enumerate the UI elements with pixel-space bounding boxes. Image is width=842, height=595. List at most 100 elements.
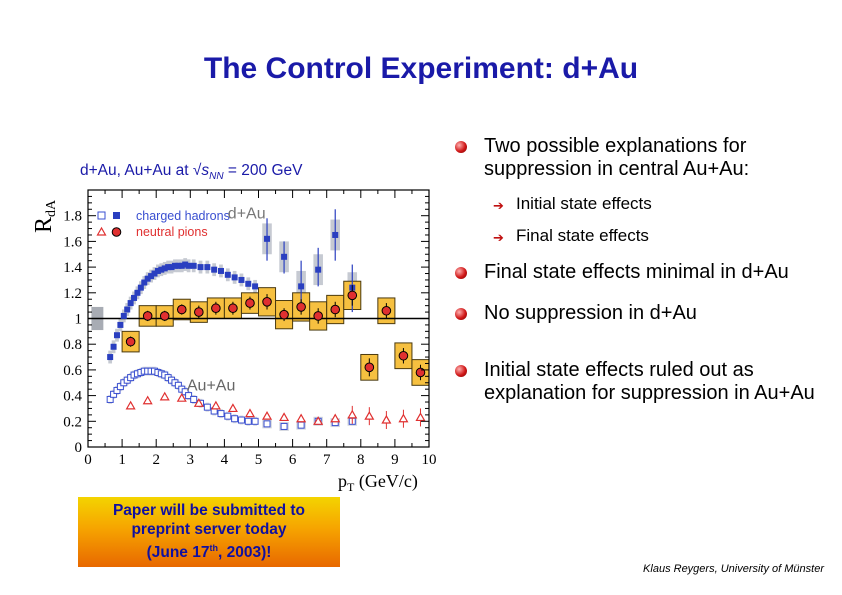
- hadron-point: [158, 266, 165, 273]
- hadron-point: [154, 267, 161, 274]
- auau-hadron-point: [263, 420, 271, 428]
- bullet-list: Two possible explanations for suppressio…: [455, 135, 835, 405]
- hadron-point: [124, 306, 131, 313]
- y-tick-label: 1.8: [63, 209, 82, 225]
- pion-point: [245, 298, 255, 308]
- y-tick-label: 0.6: [63, 363, 82, 379]
- auau-pion-point: [415, 412, 426, 422]
- hadron-point: [238, 276, 245, 283]
- bullet-text: Initial state effects ruled out as expla…: [484, 359, 815, 404]
- y-tick-label: 0.2: [63, 414, 82, 430]
- x-tick-label: 9: [391, 452, 399, 468]
- bullet-text: Final state effects minimal in d+Au: [484, 261, 789, 283]
- auau-hadron-point: [190, 395, 198, 403]
- announcement-box: Paper will be submitted to preprint serv…: [78, 497, 340, 567]
- bullet-item: No suppression in d+Au: [455, 302, 835, 325]
- bullet-item: Two possible explanations for suppressio…: [455, 135, 835, 181]
- legend-open-square: [97, 211, 106, 220]
- auau-hadron-point: [237, 416, 245, 424]
- bullet-dot-icon: [455, 267, 467, 279]
- x-tick-label: 7: [323, 452, 331, 468]
- legend-filled-circle: [111, 227, 122, 237]
- x-tick-label: 3: [187, 452, 195, 468]
- hadron-point: [264, 235, 271, 242]
- x-tick-label: 1: [118, 452, 126, 468]
- bullet-dot-icon: [455, 141, 467, 153]
- pion-point: [330, 304, 341, 315]
- y-axis-label: RdA: [31, 199, 59, 233]
- pion-point: [296, 302, 306, 312]
- bullet-item: Final state effects minimal in d+Au: [455, 261, 835, 284]
- hadron-point: [182, 261, 189, 268]
- subtitle-suffix: = 200 GeV: [223, 162, 303, 179]
- auau-pion-point: [364, 410, 375, 420]
- auau-hadron-point: [217, 410, 225, 418]
- auau-pion-point: [244, 408, 256, 418]
- bullet-text: Two possible explanations for suppressio…: [484, 135, 750, 180]
- hadron-point: [137, 284, 144, 291]
- hadron-point: [252, 283, 259, 290]
- hadron-point: [127, 300, 134, 307]
- auau-pion-point: [125, 400, 136, 410]
- bullet-dot-icon: [455, 365, 467, 377]
- auau-hadron-point: [280, 422, 288, 430]
- auau-pion-point: [381, 414, 392, 424]
- auau-hadron-point: [185, 392, 193, 400]
- x-tick-label: 6: [289, 452, 297, 468]
- pion-point: [262, 296, 272, 307]
- x-tick-label: 8: [357, 452, 365, 468]
- hadron-point: [245, 280, 252, 287]
- hadron-point: [110, 343, 117, 350]
- pion-point: [347, 290, 358, 301]
- legend-filled-square: [113, 212, 120, 219]
- x-axis-label: pT (GeV/c): [338, 471, 418, 494]
- pion-point: [194, 307, 204, 317]
- hadron-point: [120, 312, 127, 319]
- legend-label-pions: neutral pions: [136, 225, 208, 239]
- auau-pion-point: [296, 413, 307, 423]
- hadron-point: [197, 264, 204, 271]
- hadron-point: [217, 267, 224, 274]
- y-tick-label: 1.2: [63, 286, 82, 302]
- auau-hadron-point: [244, 417, 252, 425]
- auau-pion-point: [279, 412, 290, 422]
- auau-pion-point: [330, 413, 341, 423]
- slide-title: The Control Experiment: d+Au: [203, 52, 639, 85]
- sub-bullet-item: ➔ Final state effects: [455, 225, 835, 247]
- hadron-point: [231, 274, 238, 281]
- hadron-point: [141, 279, 148, 286]
- arrow-icon: ➔: [493, 198, 504, 213]
- hadron-point: [185, 262, 192, 269]
- auau-pion-point: [210, 400, 221, 410]
- hadron-point: [211, 266, 218, 273]
- y-tick-label: 1.6: [63, 234, 82, 250]
- sub-bullet-text: Final state effects: [516, 226, 649, 245]
- auau-pion-point: [227, 403, 238, 413]
- hadron-point: [224, 271, 231, 278]
- auau-pion-point: [176, 392, 187, 402]
- hadron-point: [298, 283, 305, 290]
- subtitle-sub: NN: [209, 171, 224, 183]
- hadron-point: [165, 264, 172, 271]
- annotation-auau: Au+Au: [187, 377, 235, 394]
- pion-point: [364, 362, 375, 373]
- sub-bullet-text: Initial state effects: [516, 194, 652, 213]
- x-tick-label: 10: [422, 452, 437, 468]
- hadron-point: [144, 275, 151, 282]
- legend-open-triangle: [96, 226, 107, 236]
- hadron-point: [151, 270, 158, 277]
- bullet-item: Initial state effects ruled out as expla…: [455, 359, 835, 405]
- hadron-point: [190, 262, 197, 269]
- hadron-point: [134, 289, 141, 296]
- hadron-point: [178, 262, 185, 269]
- hadron-point: [113, 332, 120, 339]
- hadron-point: [281, 253, 288, 260]
- hadron-point: [171, 262, 178, 269]
- bullet-text: No suppression in d+Au: [484, 302, 697, 324]
- note-line-1: Paper will be submitted to: [112, 502, 306, 519]
- auau-hadron-point: [297, 421, 305, 429]
- subtitle-var: s: [201, 162, 210, 179]
- hadron-point: [204, 264, 211, 271]
- annotation-dau: d+Au: [228, 205, 266, 222]
- pion-point: [228, 303, 238, 314]
